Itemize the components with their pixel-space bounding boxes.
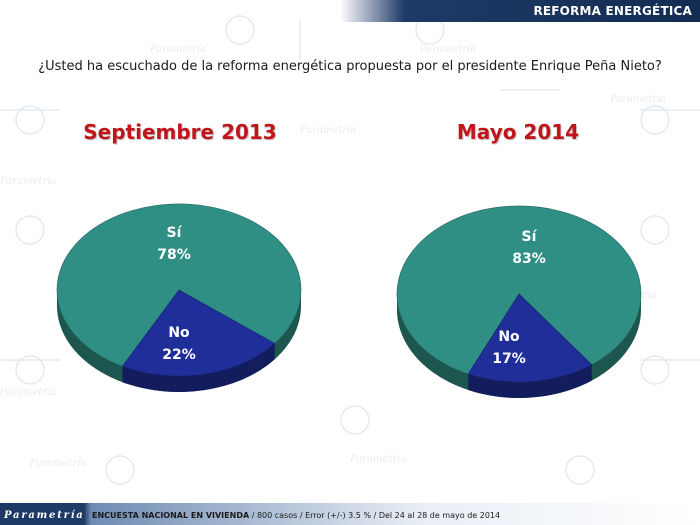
- section-title: REFORMA ENERGÉTICA: [533, 4, 692, 18]
- label-no-value: 22%: [162, 347, 196, 363]
- label-si-value: 83%: [512, 251, 546, 267]
- chart-title-right: Mayo 2014: [456, 120, 580, 144]
- footer-note: ENCUESTA NACIONAL EN VIVIENDA / 800 caso…: [92, 511, 500, 520]
- footer-logo: Parametría: [4, 510, 85, 521]
- slice-no: [121, 289, 276, 377]
- chart-title-left: Septiembre 2013: [83, 120, 277, 144]
- slice-si: [56, 203, 302, 367]
- slice-si: [396, 205, 642, 375]
- label-no-name: No: [498, 329, 520, 345]
- label-si-name: Sí: [167, 225, 183, 241]
- footer-note-rest: / 800 casos / Error (+/-) 3.5 % / Del 24…: [249, 511, 501, 520]
- pie-chart-2: Sí 83% No 17%: [396, 205, 642, 398]
- label-si-name: Sí: [522, 229, 538, 245]
- footer-bar: Parametría ENCUESTA NACIONAL EN VIVIENDA…: [0, 503, 700, 525]
- slice-no: [467, 293, 593, 383]
- survey-question: ¿Usted ha escuchado de la reforma energé…: [38, 59, 662, 74]
- pie-side-no: [468, 364, 592, 398]
- footer-note-bold: ENCUESTA NACIONAL EN VIVIENDA: [92, 511, 250, 520]
- pie-chart-1: Sí 78% No 22%: [56, 203, 302, 392]
- label-si-value: 78%: [157, 247, 191, 263]
- label-no-name: No: [168, 325, 190, 341]
- header-bar: REFORMA ENERGÉTICA: [340, 0, 700, 22]
- label-no-value: 17%: [492, 351, 526, 367]
- pie-side-no: [122, 343, 275, 392]
